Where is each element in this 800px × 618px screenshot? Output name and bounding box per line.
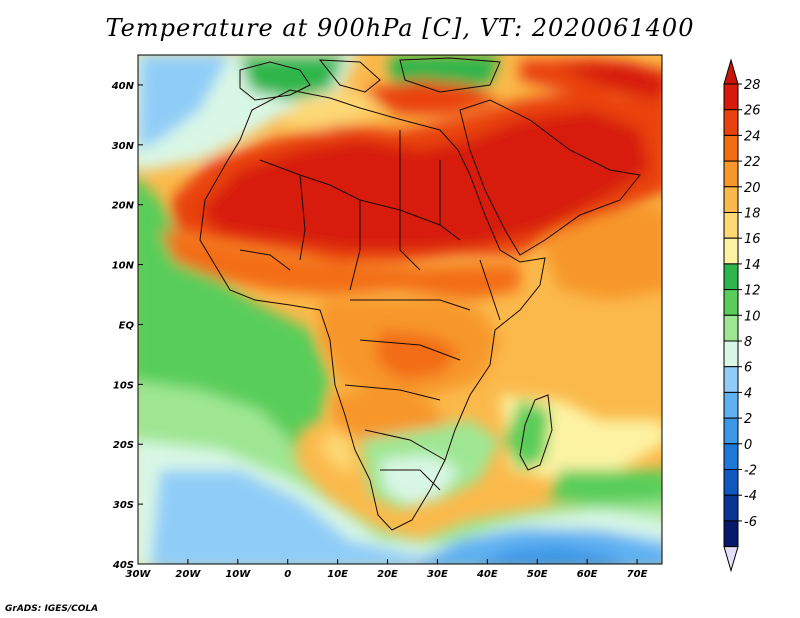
map-title: Temperature at 900hPa [C], VT: 202006140… [105, 14, 695, 42]
colorbar-segment [723, 391, 739, 419]
colorbar-segment [723, 520, 739, 548]
y-tick-label: 20N [112, 201, 135, 212]
colorbar-segment [723, 366, 739, 393]
colorbar-label: 20 [744, 181, 761, 196]
colorbar-bottom-arrow [723, 546, 739, 573]
y-tick-label: EQ [119, 320, 135, 331]
x-tick-label: 30E [427, 569, 448, 580]
colorbar-segment [723, 160, 739, 188]
x-axis: 30W 20W 10W 0 10E 20E 30E 40E 50E 60E 70E [126, 559, 648, 580]
colorbar-segment [723, 212, 739, 239]
x-tick-label: 40E [476, 569, 498, 580]
colorbar-segment [723, 340, 739, 368]
y-tick-label: 10S [113, 380, 134, 391]
colorbar-label: 16 [744, 232, 761, 247]
credit-text: GrADS: IGES/COLA [5, 604, 99, 614]
colorbar-label: 10 [744, 309, 761, 324]
colorbar-segment [723, 186, 739, 214]
colorbar-segment [723, 443, 739, 470]
x-tick-label: 70E [627, 569, 648, 580]
x-tick-label: 20E [377, 569, 398, 580]
colorbar-label: 26 [744, 104, 761, 119]
colorbar-segment [723, 494, 739, 522]
x-tick-label: 20W [175, 569, 201, 580]
colorbar-label: 18 [744, 207, 761, 222]
x-tick-label: 60E [577, 569, 598, 580]
colorbar-segment [723, 263, 739, 291]
colorbar-label: 12 [744, 284, 761, 299]
colorbar-label: -4 [744, 489, 757, 504]
y-tick-label: 10N [112, 261, 135, 272]
colorbar-segment [723, 314, 739, 342]
coastlines [199, 57, 641, 531]
colorbar-label: 0 [744, 438, 752, 453]
x-tick-label: 10E [327, 569, 348, 580]
y-tick-label: 20S [113, 440, 134, 451]
colorbar-segment [723, 289, 739, 316]
colorbar-label: 24 [744, 129, 761, 144]
y-tick-label: 40N [111, 81, 135, 92]
temperature-field [138, 55, 662, 564]
colorbar-label: 6 [744, 361, 752, 376]
colorbar-label: -6 [744, 515, 757, 530]
x-tick-label: 50E [527, 569, 548, 580]
y-tick-label: 40S [112, 560, 134, 571]
colorbar-segment [723, 237, 739, 265]
y-tick-label: 30N [112, 141, 135, 152]
colorbar-segment [723, 469, 739, 496]
colorbar-label: -2 [744, 464, 757, 479]
colorbar-segment [723, 134, 739, 162]
x-tick-label: 10W [225, 569, 251, 580]
y-axis: 40S 30S 20S 10S EQ 10N 20N 30N 40N [111, 81, 143, 571]
colorbar-label: 4 [744, 386, 752, 401]
colorbar-label: 2 [744, 412, 752, 427]
x-tick-label: 0 [284, 569, 291, 580]
y-tick-label: 30S [113, 500, 134, 511]
colorbar-top-arrow [723, 58, 739, 85]
colorbar-label: 14 [744, 258, 761, 273]
colorbar-segment [723, 417, 739, 445]
colorbar-label: 28 [744, 78, 761, 93]
colorbar-label: 22 [744, 155, 761, 170]
colorbar-label: 8 [744, 335, 752, 350]
x-tick-label: 30W [126, 569, 152, 580]
colorbar-segment [723, 109, 739, 136]
colorbar-segment [723, 83, 739, 111]
plot-frame [137, 54, 663, 565]
